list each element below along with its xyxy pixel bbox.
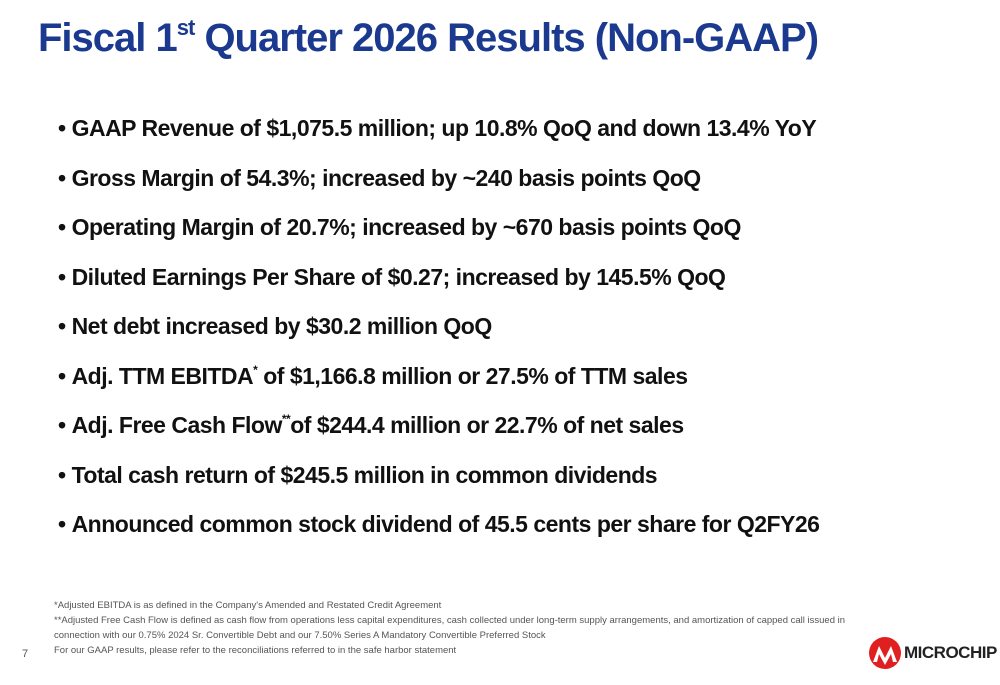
footnote: **Adjusted Free Cash Flow is defined as … <box>54 615 846 641</box>
footnote: *Adjusted EBITDA is as defined in the Co… <box>54 600 442 611</box>
bullet-text: of $1,166.8 million or 27.5% of TTM sale… <box>257 362 688 389</box>
bullet-list: GAAP Revenue of $1,075.5 million; up 10.… <box>58 108 820 554</box>
bullet-text: Adj. Free Cash Flow <box>71 412 283 438</box>
logo-text: MICROCHIP <box>904 643 997 662</box>
bullet: GAAP Revenue of $1,075.5 million; up 10.… <box>58 108 819 158</box>
bullet: Adj. Free Cash Flow**of $244.4 million o… <box>58 405 819 455</box>
bullet: Announced common stock dividend of 45.5 … <box>58 504 820 554</box>
bullet-superscript: * <box>253 362 258 377</box>
slide-title: Fiscal 1st Quarter 2026 Results (Non-GAA… <box>38 15 819 61</box>
footnotes: *Adjusted EBITDA is as defined in the Co… <box>54 598 854 658</box>
bullet-text: Adj. TTM EBITDA <box>71 362 254 389</box>
bullet: Total cash return of $245.5 million in c… <box>58 455 819 505</box>
bullet-text: of $244.4 million or 22.7% of net sales <box>290 412 684 438</box>
bullet: Gross Margin of 54.3%; increased by ~240… <box>58 158 819 208</box>
page-number: 7 <box>22 648 29 660</box>
footnote: For our GAAP results, please refer to th… <box>54 645 457 656</box>
bullet: Net debt increased by $30.2 million QoQ <box>58 306 819 356</box>
title-text: Quarter 2026 Results (Non-GAAP) <box>194 16 819 60</box>
bullet: Diluted Earnings Per Share of $0.27; inc… <box>58 257 819 307</box>
logo-icon <box>869 637 901 669</box>
bullet-superscript: ** <box>281 412 291 426</box>
bullet: Operating Margin of 20.7%; increased by … <box>58 207 819 257</box>
title-superscript: st <box>176 15 196 40</box>
title-text: Fiscal 1 <box>38 16 178 60</box>
bullet: Adj. TTM EBITDA* of $1,166.8 million or … <box>58 356 819 406</box>
logo: MICROCHIP <box>868 636 997 670</box>
